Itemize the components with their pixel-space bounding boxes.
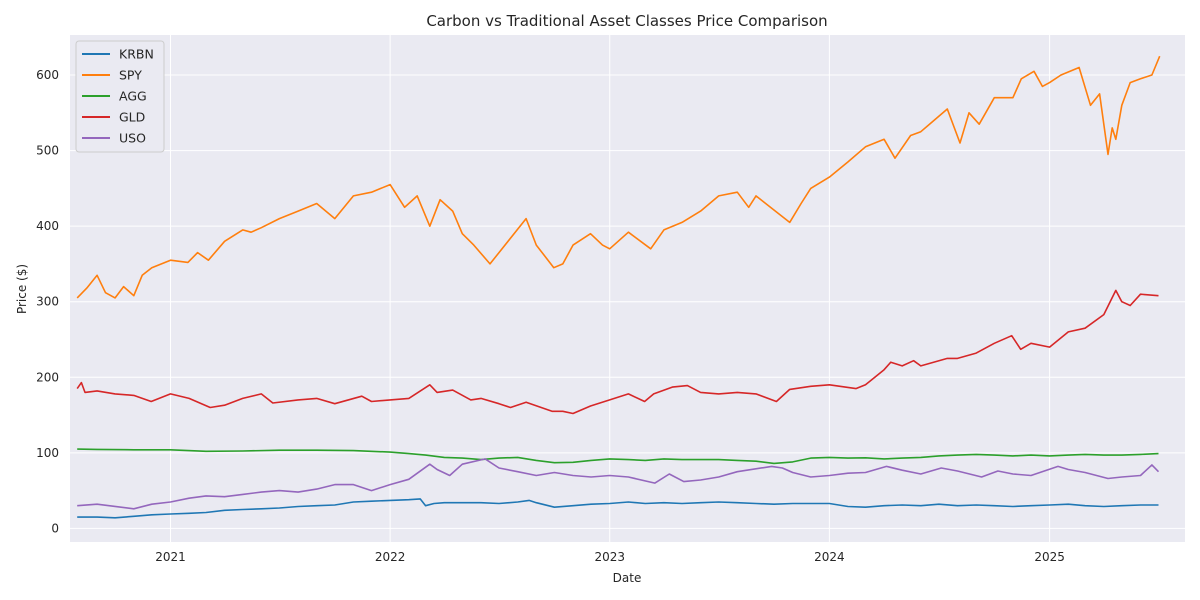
plot-area bbox=[70, 35, 1185, 542]
y-tick-label: 200 bbox=[36, 370, 59, 384]
x-tick-label: 2021 bbox=[155, 550, 186, 564]
legend-label-spy: SPY bbox=[119, 68, 142, 83]
y-tick-label: 600 bbox=[36, 68, 59, 82]
legend-label-uso: USO bbox=[119, 131, 146, 146]
series-lines bbox=[76, 55, 1161, 519]
grid bbox=[70, 35, 1185, 542]
x-tick-label: 2023 bbox=[594, 550, 625, 564]
y-tick-labels: 0 100 200 300 400 500 600 bbox=[36, 68, 59, 535]
x-axis-label: Date bbox=[613, 571, 642, 585]
series-line-krbn bbox=[77, 498, 1159, 519]
y-tick-label: 400 bbox=[36, 219, 59, 233]
x-tick-label: 2025 bbox=[1034, 550, 1065, 564]
legend-label-agg: AGG bbox=[119, 89, 147, 104]
y-tick-label: 100 bbox=[36, 446, 59, 460]
series-line-uso bbox=[77, 458, 1160, 510]
series-line-gld bbox=[76, 289, 1159, 415]
y-tick-label: 500 bbox=[36, 144, 59, 158]
x-tick-label: 2022 bbox=[375, 550, 406, 564]
legend-label-krbn: KRBN bbox=[119, 47, 154, 62]
y-tick-label: 300 bbox=[36, 295, 59, 309]
y-tick-label: 0 bbox=[51, 521, 59, 535]
x-tick-label: 2024 bbox=[814, 550, 845, 564]
chart-title: Carbon vs Traditional Asset Classes Pric… bbox=[426, 12, 827, 30]
x-tick-labels: 2021 2022 2023 2024 2025 bbox=[155, 550, 1065, 564]
series-line-agg bbox=[77, 448, 1159, 465]
legend-label-gld: GLD bbox=[119, 110, 145, 125]
legend: KRBN SPY AGG GLD USO bbox=[75, 40, 165, 153]
y-axis-label: Price ($) bbox=[15, 264, 29, 314]
series-line-spy bbox=[76, 55, 1161, 299]
legend-box bbox=[75, 40, 165, 153]
